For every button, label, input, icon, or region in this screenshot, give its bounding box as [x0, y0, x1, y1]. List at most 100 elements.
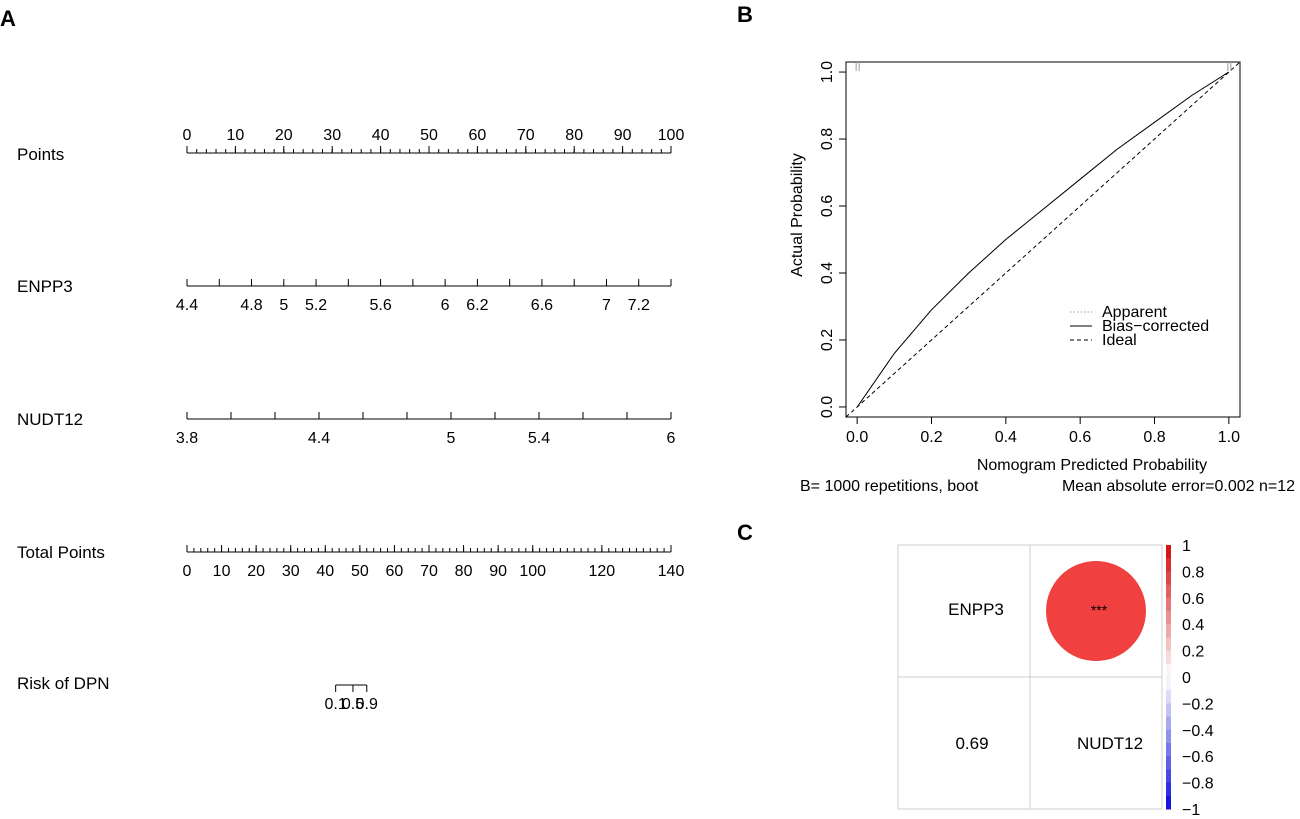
colorbar-segment [1166, 716, 1171, 731]
calibration-x-tick-label: 0.0 [846, 429, 868, 446]
nomogram-tick-label: 80 [565, 127, 583, 144]
nomogram-row-label-total-points: Total Points [17, 543, 105, 562]
calibration-plot: Nomogram Predicted Probability Actual Pr… [789, 61, 1295, 495]
nomogram-row-label-nudt12: NUDT12 [17, 410, 83, 429]
nomogram-tick-label: 70 [420, 563, 438, 580]
nomogram-tick-label: 90 [489, 563, 507, 580]
nomogram-tick-label: 30 [323, 127, 341, 144]
colorbar-segment [1166, 650, 1171, 665]
calibration-x-axis-title: Nomogram Predicted Probability [977, 457, 1207, 474]
colorbar-tick-label: 0.8 [1182, 564, 1204, 581]
colorbar-segment [1166, 611, 1171, 625]
colorbar-tick-label: −0.4 [1182, 723, 1214, 740]
colorbar-tick-label: −0.2 [1182, 696, 1214, 713]
colorbar-segment [1166, 756, 1171, 770]
nomogram-tick-label: 80 [455, 563, 473, 580]
colorbar-segment [1166, 795, 1171, 810]
calibration-y-tick-label: 1.0 [819, 61, 836, 83]
calibration-y-axis-title: Actual Probability [789, 153, 806, 277]
colorbar-segment [1166, 558, 1171, 572]
nomogram-tick-label: 100 [658, 127, 685, 144]
nomogram-tick-label: 90 [614, 127, 632, 144]
colorbar-segment [1166, 769, 1171, 784]
calibration-legend-label: Bias−corrected [1102, 318, 1209, 335]
correlation-circle [1046, 561, 1146, 661]
nomogram-tick-label: 5.4 [528, 430, 550, 447]
calibration-footnote-left: B= 1000 repetitions, boot [800, 478, 979, 495]
nomogram-tick-label: 7.2 [628, 297, 650, 314]
nomogram-tick-label: 50 [351, 563, 369, 580]
calibration-series-dashed [845, 61, 1241, 418]
colorbar-tick-label: 0.2 [1182, 644, 1204, 661]
nomogram-tick-label: 6 [441, 297, 450, 314]
panel-label-c: C [737, 520, 753, 545]
panel-label-a: A [0, 6, 16, 31]
nomogram-tick-label: 10 [213, 563, 231, 580]
colorbar-segment [1166, 597, 1171, 612]
correlation-value-label: 0.69 [955, 734, 988, 753]
nomogram: Points ENPP3 NUDT12 Total Points Risk of… [17, 127, 684, 713]
nomogram-tick-label: 0.1 [325, 696, 347, 713]
nomogram-tick-label: 100 [519, 563, 546, 580]
nomogram-tick-label: 4.8 [240, 297, 262, 314]
colorbar-tick-label: −0.8 [1182, 776, 1214, 793]
nomogram-tick-label: 0 [183, 563, 192, 580]
nomogram-row-label-enpp3: ENPP3 [17, 277, 73, 296]
nomogram-tick-label: 6.2 [466, 297, 488, 314]
calibration-x-tick-label: 1.0 [1218, 429, 1240, 446]
calibration-plot-frame [845, 61, 1241, 418]
nomogram-row-label-points: Points [17, 145, 64, 164]
calibration-x-tick-label: 0.4 [995, 429, 1017, 446]
colorbar-segment [1166, 571, 1171, 586]
colorbar-tick-label: −1 [1182, 802, 1200, 819]
colorbar-tick-label: 0 [1182, 670, 1191, 687]
nomogram-tick-label: 40 [316, 563, 334, 580]
colorbar-segment [1166, 545, 1171, 559]
nomogram-tick-label: 0 [183, 127, 192, 144]
nomogram-tick-label: 60 [469, 127, 487, 144]
nomogram-tick-label: 6.6 [531, 297, 553, 314]
colorbar-segment [1166, 729, 1171, 744]
colorbar-tick-label: −0.6 [1182, 749, 1214, 766]
colorbar-segment [1166, 703, 1171, 718]
nomogram-tick-label: 120 [589, 563, 616, 580]
calibration-y-tick-label: 0.2 [819, 329, 836, 351]
nomogram-tick-label: 5.6 [369, 297, 391, 314]
nomogram-tick-label: 5 [279, 297, 288, 314]
nomogram-tick-label: 4.4 [308, 430, 330, 447]
colorbar-segment [1166, 743, 1171, 757]
nomogram-tick-label: 20 [275, 127, 293, 144]
nomogram-tick-label: 5 [447, 430, 456, 447]
colorbar-tick-label: 1 [1182, 538, 1191, 555]
colorbar-segment [1166, 690, 1171, 704]
calibration-series-solid [856, 71, 1230, 408]
colorbar-tick-label: 0.6 [1182, 591, 1204, 608]
nomogram-tick-label: 60 [386, 563, 404, 580]
nomogram-tick-label: 5.2 [305, 297, 327, 314]
nomogram-tick-label: 70 [517, 127, 535, 144]
nomogram-tick-label: 30 [282, 563, 300, 580]
nomogram-tick-label: 20 [247, 563, 265, 580]
colorbar-segment [1166, 782, 1171, 797]
colorbar-tick-label: 0.4 [1182, 617, 1204, 634]
colorbar-segment [1166, 624, 1171, 638]
nomogram-tick-label: 3.8 [176, 430, 198, 447]
calibration-footnote-right: Mean absolute error=0.002 n=12 [1062, 478, 1295, 495]
nomogram-tick-label: 10 [227, 127, 245, 144]
colorbar-segment [1166, 677, 1171, 691]
nomogram-tick-label: 0.5 [342, 696, 364, 713]
calibration-y-tick-label: 0.0 [819, 396, 836, 418]
colorbar-segment [1166, 637, 1171, 652]
calibration-y-tick-label: 0.6 [819, 195, 836, 217]
calibration-y-tick-label: 0.4 [819, 262, 836, 284]
colorbar-segment [1166, 584, 1171, 599]
panel-label-b: B [737, 2, 753, 27]
correlation-significance-label: *** [1091, 602, 1108, 618]
correlation-diag-label: ENPP3 [948, 600, 1004, 619]
calibration-y-tick-label: 0.8 [819, 128, 836, 150]
nomogram-tick-label: 140 [658, 563, 685, 580]
calibration-legend-label: Apparent [1102, 304, 1167, 321]
nomogram-tick-label: 40 [372, 127, 390, 144]
nomogram-tick-label: 0.9 [356, 696, 378, 713]
nomogram-tick-label: 50 [420, 127, 438, 144]
